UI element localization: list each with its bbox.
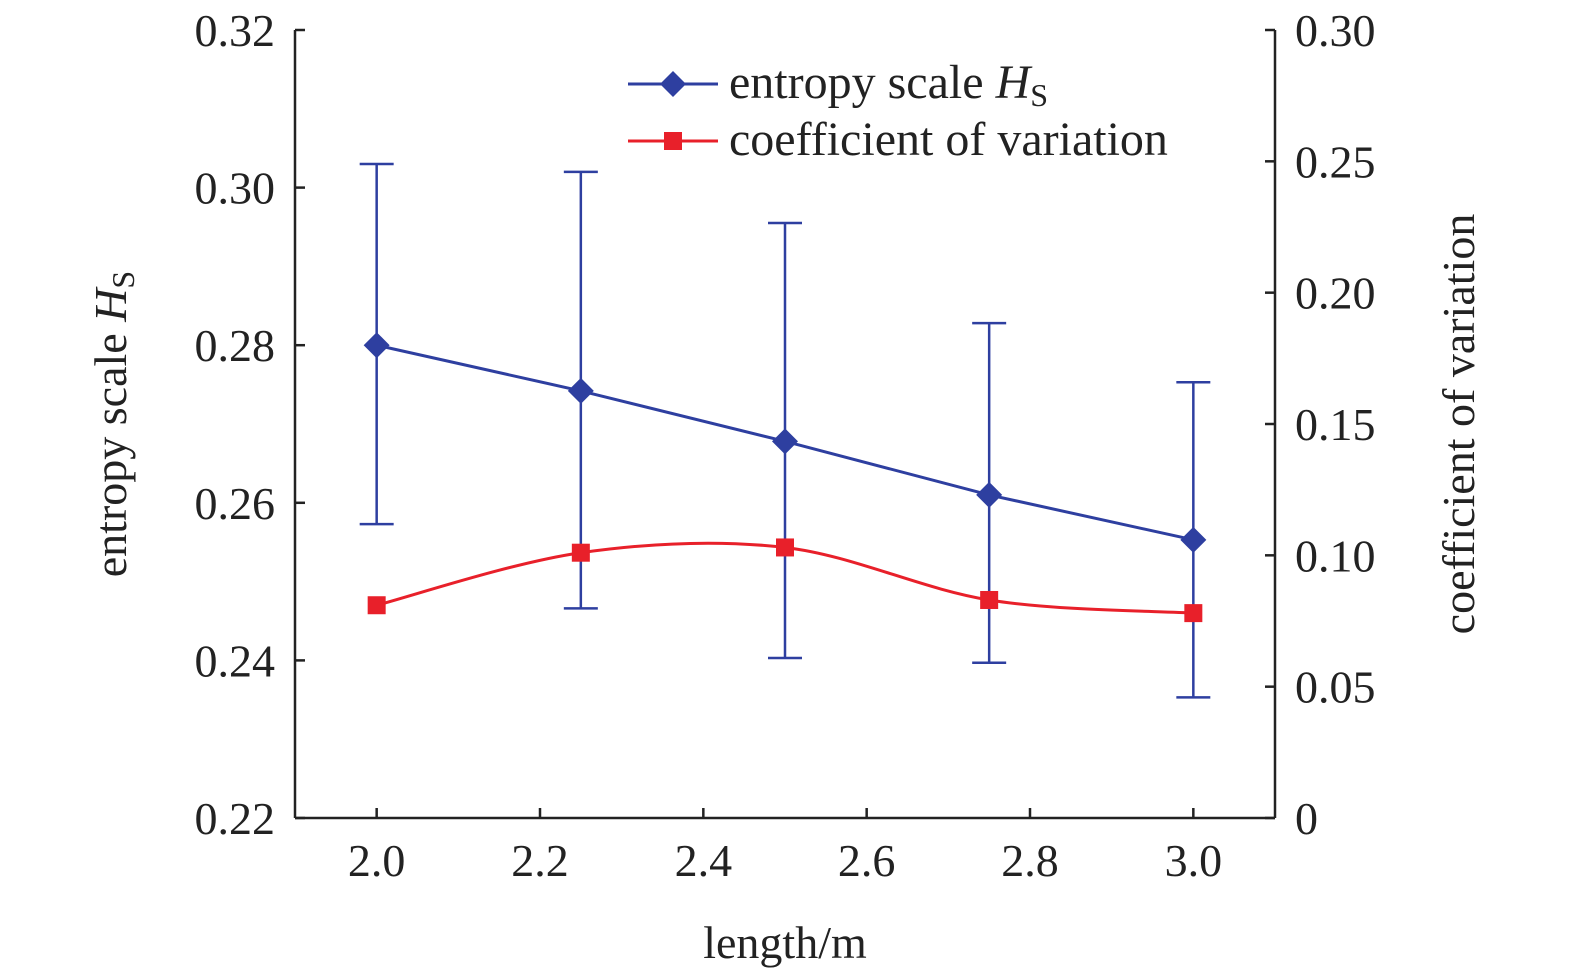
right-y-axis-title: coefficient of variation: [1433, 214, 1484, 635]
legend-label-entropy-italic: H: [995, 56, 1033, 109]
x-tick-label: 3.0: [1165, 835, 1223, 886]
x-tick-label: 2.4: [675, 835, 733, 886]
x-tick-label: 2.6: [838, 835, 896, 886]
left-y-tick-label: 0.24: [195, 635, 276, 686]
series-layer: [359, 162, 1211, 699]
legend-label-entropy-sub: S: [1030, 77, 1048, 113]
x-axis-title: length/m: [703, 917, 867, 968]
legend-label-cov: coefficient of variation: [729, 113, 1168, 166]
x-axis-ticks: 2.0 2.2 2.4 2.6 2.8 3.0: [348, 808, 1222, 886]
right-y-tick-label: 0.20: [1295, 268, 1376, 319]
x-tick-label: 2.2: [511, 835, 569, 886]
right-y-tick-label: 0.05: [1295, 662, 1376, 713]
entropy-point: [976, 481, 1003, 508]
legend-entry-cov: coefficient of variation: [628, 113, 1168, 166]
cov-point: [367, 596, 386, 615]
left-y-tick-label: 0.26: [195, 478, 276, 529]
left-y-axis-title-sub: S: [105, 271, 141, 289]
right-y-tick-label: 0.25: [1295, 136, 1376, 187]
left-y-tick-label: 0.28: [195, 320, 276, 371]
legend-swatch-marker-diamond: [660, 71, 686, 97]
legend-label-entropy: entropy scale HS: [729, 56, 1048, 113]
right-y-tick-label: 0.10: [1295, 530, 1376, 581]
entropy-point: [1180, 526, 1207, 553]
left-y-axis-title: entropy scale HS: [85, 271, 141, 577]
entropy-point: [567, 377, 594, 404]
legend-label-entropy-text: entropy scale: [729, 56, 984, 109]
left-y-tick-label: 0.30: [195, 163, 276, 214]
legend: entropy scale HS coefficient of variatio…: [628, 56, 1168, 166]
entropy-point: [772, 428, 798, 455]
left-y-tick-label: 0.22: [195, 793, 276, 844]
legend-entry-entropy: entropy scale HS: [628, 56, 1048, 113]
right-y-axis-ticks: 0 0.05 0.10 0.15 0.20 0.25 0.30: [1265, 5, 1376, 844]
right-y-tick-label: 0.15: [1295, 399, 1376, 450]
left-y-tick-label: 0.32: [195, 5, 276, 56]
cov-point: [571, 543, 590, 562]
x-tick-label: 2.0: [348, 835, 406, 886]
cov-point: [980, 590, 999, 609]
cov-point: [1184, 604, 1203, 623]
x-tick-label: 2.8: [1001, 835, 1059, 886]
left-y-axis-title-text: entropy scale: [85, 333, 136, 577]
legend-swatch-marker-square: [664, 132, 682, 150]
right-y-tick-label: 0: [1295, 793, 1318, 844]
left-y-axis-title-italic: H: [85, 286, 136, 323]
cov-point: [776, 538, 794, 557]
entropy-point: [363, 332, 390, 359]
left-y-axis-ticks: 0.22 0.24 0.26 0.28 0.30 0.32: [195, 5, 305, 844]
right-y-tick-label: 0.30: [1295, 5, 1376, 56]
